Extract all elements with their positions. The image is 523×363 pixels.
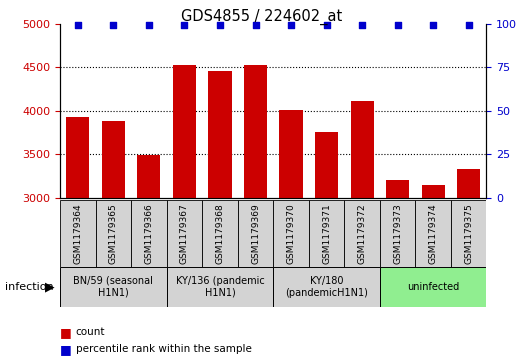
Text: ■: ■	[60, 326, 72, 339]
Bar	[422, 185, 445, 198]
Bar	[96, 200, 131, 267]
Bar	[66, 117, 89, 198]
Bar	[238, 200, 273, 267]
Bar	[173, 65, 196, 198]
Point	[429, 23, 437, 28]
Text: KY/180
(pandemicH1N1): KY/180 (pandemicH1N1)	[285, 276, 368, 298]
Bar	[138, 155, 161, 198]
Bar	[350, 101, 373, 198]
Point	[216, 23, 224, 28]
Bar	[167, 267, 273, 307]
Bar	[344, 200, 380, 267]
Text: GSM1179365: GSM1179365	[109, 203, 118, 264]
Bar	[309, 200, 344, 267]
Text: ■: ■	[60, 343, 72, 356]
Bar	[386, 180, 409, 198]
Text: GSM1179369: GSM1179369	[251, 203, 260, 264]
Text: infection: infection	[5, 282, 54, 292]
Bar	[102, 121, 125, 198]
Bar	[60, 200, 96, 267]
Text: GSM1179367: GSM1179367	[180, 203, 189, 264]
Text: GSM1179373: GSM1179373	[393, 203, 402, 264]
Bar	[209, 71, 232, 198]
Bar	[451, 200, 486, 267]
Text: GDS4855 / 224602_at: GDS4855 / 224602_at	[181, 9, 342, 25]
Point	[464, 23, 473, 28]
Point	[358, 23, 366, 28]
Point	[145, 23, 153, 28]
Text: GSM1179371: GSM1179371	[322, 203, 331, 264]
Point	[393, 23, 402, 28]
Text: GSM1179372: GSM1179372	[358, 203, 367, 264]
Text: GSM1179374: GSM1179374	[429, 203, 438, 264]
Bar	[131, 200, 167, 267]
Point	[252, 23, 260, 28]
Point	[180, 23, 189, 28]
Bar	[315, 132, 338, 198]
Bar	[279, 110, 303, 198]
Text: percentile rank within the sample: percentile rank within the sample	[76, 344, 252, 354]
Text: GSM1179366: GSM1179366	[144, 203, 153, 264]
Bar	[273, 267, 380, 307]
Text: uninfected: uninfected	[407, 282, 459, 292]
Bar	[273, 200, 309, 267]
Text: GSM1179375: GSM1179375	[464, 203, 473, 264]
Text: GSM1179368: GSM1179368	[215, 203, 224, 264]
Text: count: count	[76, 327, 105, 337]
Bar	[244, 65, 267, 198]
Bar	[415, 200, 451, 267]
Bar	[60, 267, 167, 307]
Bar	[380, 200, 415, 267]
Text: GSM1179364: GSM1179364	[73, 203, 83, 264]
Bar	[380, 267, 486, 307]
Bar	[457, 169, 480, 198]
Text: GSM1179370: GSM1179370	[287, 203, 295, 264]
Text: ▶: ▶	[45, 280, 54, 293]
Point	[74, 23, 82, 28]
Bar	[167, 200, 202, 267]
Point	[322, 23, 331, 28]
Point	[109, 23, 118, 28]
Text: BN/59 (seasonal
H1N1): BN/59 (seasonal H1N1)	[74, 276, 153, 298]
Point	[287, 23, 295, 28]
Bar	[202, 200, 238, 267]
Text: KY/136 (pandemic
H1N1): KY/136 (pandemic H1N1)	[176, 276, 264, 298]
